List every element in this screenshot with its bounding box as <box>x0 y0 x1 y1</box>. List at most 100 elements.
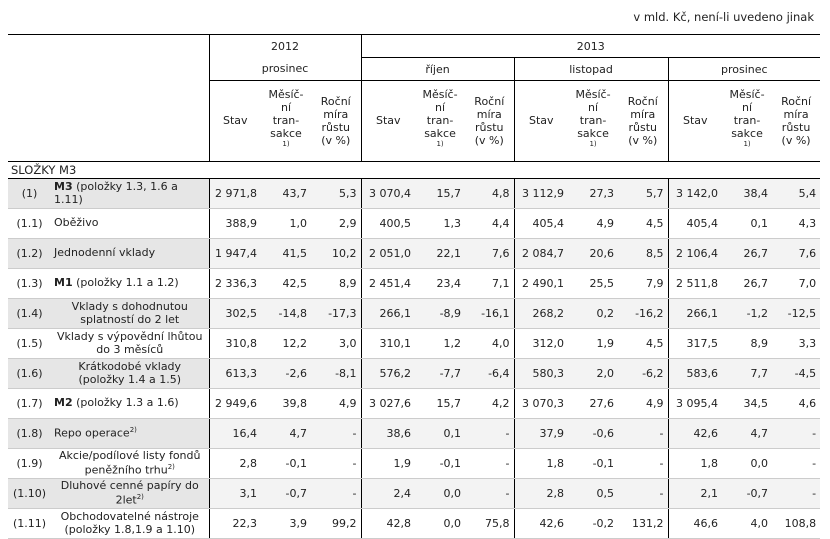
table-cell: 27,6 <box>568 388 619 419</box>
table-cell: 2 511,8 <box>667 268 723 299</box>
table-cell: 4,9 <box>311 388 362 419</box>
table-cell: 75,8 <box>465 508 515 539</box>
table-cell: 388,9 <box>208 208 261 239</box>
row-code: (1.2) <box>8 238 51 269</box>
table-cell: 2 084,7 <box>513 238 569 269</box>
table-cell: 0,5 <box>568 478 619 509</box>
table-cell: 3 112,9 <box>513 178 569 209</box>
table-cell: - <box>465 418 515 449</box>
col-header-monthly-transactions: Měsíč-ní tran-sakce 1) <box>729 87 765 149</box>
section-row: SLOŽKY M3 <box>8 161 821 179</box>
table-cell: 2 051,0 <box>360 238 416 269</box>
table-cell: -0,1 <box>261 448 311 479</box>
table-row: (1.11) Obchodovatelné nástroje (položky 1… <box>8 508 821 539</box>
table-cell: -12,5 <box>772 298 821 329</box>
table-cell: 4,4 <box>465 208 515 239</box>
table-cell: 20,6 <box>568 238 619 269</box>
table-cell: 4,5 <box>618 208 669 239</box>
row-code: (1.8) <box>8 418 51 449</box>
table-cell: 4,9 <box>618 388 669 419</box>
table-cell: 7,6 <box>772 238 821 269</box>
table-cell: 4,6 <box>772 388 821 419</box>
table-cell: - <box>311 478 362 509</box>
table-cell: 1,8 <box>667 448 723 479</box>
table-cell: 0,1 <box>415 418 466 449</box>
table-cell: -8,1 <box>311 358 362 389</box>
table-cell: 580,3 <box>513 358 569 389</box>
table-cell: 1 947,4 <box>208 238 261 269</box>
row-code: (1.11) <box>8 508 51 539</box>
row-label: M2 (položky 1.3 a 1.6) <box>51 388 209 419</box>
table-cell: 405,4 <box>513 208 569 239</box>
table-cell: 16,4 <box>208 418 261 449</box>
table-cell: 4,9 <box>568 208 619 239</box>
table-cell: -2,6 <box>261 358 311 389</box>
table-cell: 38,4 <box>722 178 773 209</box>
row-code: (1) <box>8 178 51 209</box>
table-cell: 41,5 <box>261 238 311 269</box>
table-cell: 2 451,4 <box>360 268 416 299</box>
table-cell: 26,7 <box>722 238 773 269</box>
table-cell: 34,5 <box>722 388 773 419</box>
table-cell: 15,7 <box>415 178 466 209</box>
table-cell: 3,1 <box>208 478 261 509</box>
table-row: (1.6) Krátkodobé vklady (položky 1.4 a 1.… <box>8 358 821 389</box>
table-cell: 22,3 <box>208 508 261 539</box>
table-cell: 0,0 <box>415 508 466 539</box>
table-cell: 1,0 <box>261 208 311 239</box>
table-cell: 7,7 <box>722 358 773 389</box>
table-cell: 3,3 <box>772 328 821 359</box>
table-cell: 2,0 <box>568 358 619 389</box>
units-note: v mld. Kč, není-li uvedeno jinak <box>633 10 814 24</box>
table-cell: 46,6 <box>667 508 723 539</box>
table-cell: 312,0 <box>513 328 569 359</box>
table-cell: 2,8 <box>208 448 261 479</box>
table-cell: - <box>618 478 669 509</box>
table-cell: 4,5 <box>618 328 669 359</box>
table-cell: 266,1 <box>360 298 416 329</box>
table-cell: 0,0 <box>722 448 773 479</box>
table-cell: - <box>618 418 669 449</box>
table-cell: 1,8 <box>513 448 569 479</box>
row-code: (1.9) <box>8 448 51 479</box>
table-cell: -0,6 <box>568 418 619 449</box>
table-cell: 8,9 <box>722 328 773 359</box>
table-cell: -0,2 <box>568 508 619 539</box>
table-cell: 3 070,4 <box>360 178 416 209</box>
table-cell: 10,2 <box>311 238 362 269</box>
table-cell: 576,2 <box>360 358 416 389</box>
table-cell: 27,3 <box>568 178 619 209</box>
col-header-monthly-transactions: Měsíč-ní tran-sakce 1) <box>268 87 304 149</box>
table-cell: - <box>311 418 362 449</box>
table-cell: - <box>772 478 821 509</box>
row-label: Akcie/podílové listy fondů peněžního trh… <box>51 448 209 479</box>
table-cell: 108,8 <box>772 508 821 539</box>
row-code: (1.7) <box>8 388 51 419</box>
table-cell: 400,5 <box>360 208 416 239</box>
table-cell: 2,9 <box>311 208 362 239</box>
table-cell: - <box>772 418 821 449</box>
row-code: (1.3) <box>8 268 51 299</box>
table-cell: 0,0 <box>415 478 466 509</box>
table-cell: 2 949,6 <box>208 388 261 419</box>
table-cell: 4,3 <box>772 208 821 239</box>
table-cell: -16,2 <box>618 298 669 329</box>
table-cell: -6,2 <box>618 358 669 389</box>
row-label: Obchodovatelné nástroje (položky 1.8,1.9… <box>51 508 209 539</box>
table-cell: -0,7 <box>722 478 773 509</box>
col-header-stav: Stav <box>513 80 569 162</box>
table-cell: 4,8 <box>465 178 515 209</box>
row-label: M1 (položky 1.1 a 1.2) <box>51 268 209 299</box>
table-cell: 5,3 <box>311 178 362 209</box>
table-cell: 3,0 <box>311 328 362 359</box>
table-row: (1) M3 (položky 1.3, 1.6 a 1.11) 2 971,8 43… <box>8 178 821 209</box>
col-header-annual-growth: Roční míra růstu (v %) <box>320 94 351 148</box>
table-cell: -16,1 <box>465 298 515 329</box>
table-cell: 3 070,3 <box>513 388 569 419</box>
table-cell: 268,2 <box>513 298 569 329</box>
section-title: SLOŽKY M3 <box>8 161 821 179</box>
table-cell: 7,1 <box>465 268 515 299</box>
table-cell: 317,5 <box>667 328 723 359</box>
table-cell: 25,5 <box>568 268 619 299</box>
table-cell: -4,5 <box>772 358 821 389</box>
